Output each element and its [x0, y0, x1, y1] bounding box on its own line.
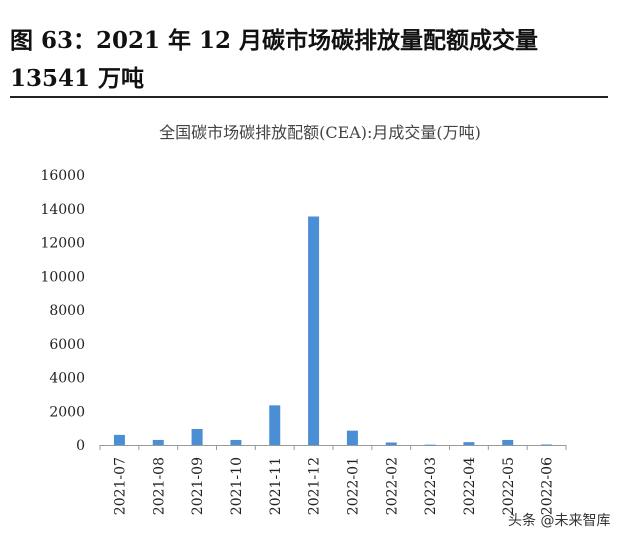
bar-2022-02 — [385, 442, 397, 445]
bar-2021-12 — [308, 216, 320, 445]
title-divider — [10, 96, 608, 98]
y-tick-label: 2000 — [49, 404, 85, 420]
y-tick-label: 4000 — [49, 371, 85, 387]
bar-2021-10 — [230, 439, 242, 445]
y-tick-label: 8000 — [49, 303, 85, 319]
y-tick-label: 10000 — [40, 269, 85, 285]
figure-title-line-2: 13541 万吨 — [10, 65, 145, 92]
x-tick-label: 2022-02 — [384, 457, 400, 515]
x-tick-label: 2021-09 — [190, 457, 206, 515]
bar-2022-01 — [346, 430, 358, 445]
bar-2021-08 — [152, 439, 164, 445]
bar-2021-07 — [113, 434, 125, 445]
y-tick-label: 6000 — [49, 337, 85, 353]
y-tick-label: 16000 — [40, 168, 85, 184]
x-tick-label: 2022-01 — [345, 457, 361, 515]
x-tick-label: 2021-07 — [112, 457, 128, 515]
bar-2022-06 — [541, 444, 553, 446]
x-tick-label: 2021-10 — [229, 457, 245, 515]
y-tick-label: 14000 — [40, 202, 85, 218]
watermark-text: 头条 @未来智库 — [508, 513, 611, 529]
chart-title: 全国碳市场碳排放配额(CEA):月成交量(万吨) — [159, 123, 481, 142]
x-tick-label: 2022-04 — [462, 457, 478, 515]
bar-2022-03 — [424, 444, 436, 446]
figure-title: 图 63：2021 年 12 月碳市场碳排放量配额成交量 13541 万吨 — [10, 22, 620, 98]
x-tick-label: 2021-08 — [151, 457, 167, 515]
y-tick-label: 12000 — [40, 236, 85, 252]
bar-2022-04 — [463, 442, 475, 445]
figure-title-line-1: 图 63：2021 年 12 月碳市场碳排放量配额成交量 — [10, 27, 539, 54]
x-tick-label: 2022-06 — [540, 457, 556, 515]
x-tick-label: 2022-03 — [423, 457, 439, 515]
y-tick-label: 0 — [76, 438, 85, 454]
bar-2021-09 — [191, 428, 203, 445]
x-tick-label: 2021-11 — [268, 457, 284, 515]
x-tick-label: 2021-12 — [307, 457, 323, 515]
x-tick-label: 2022-05 — [501, 457, 517, 515]
bar-2022-05 — [502, 439, 514, 445]
bar-2021-11 — [269, 405, 281, 445]
